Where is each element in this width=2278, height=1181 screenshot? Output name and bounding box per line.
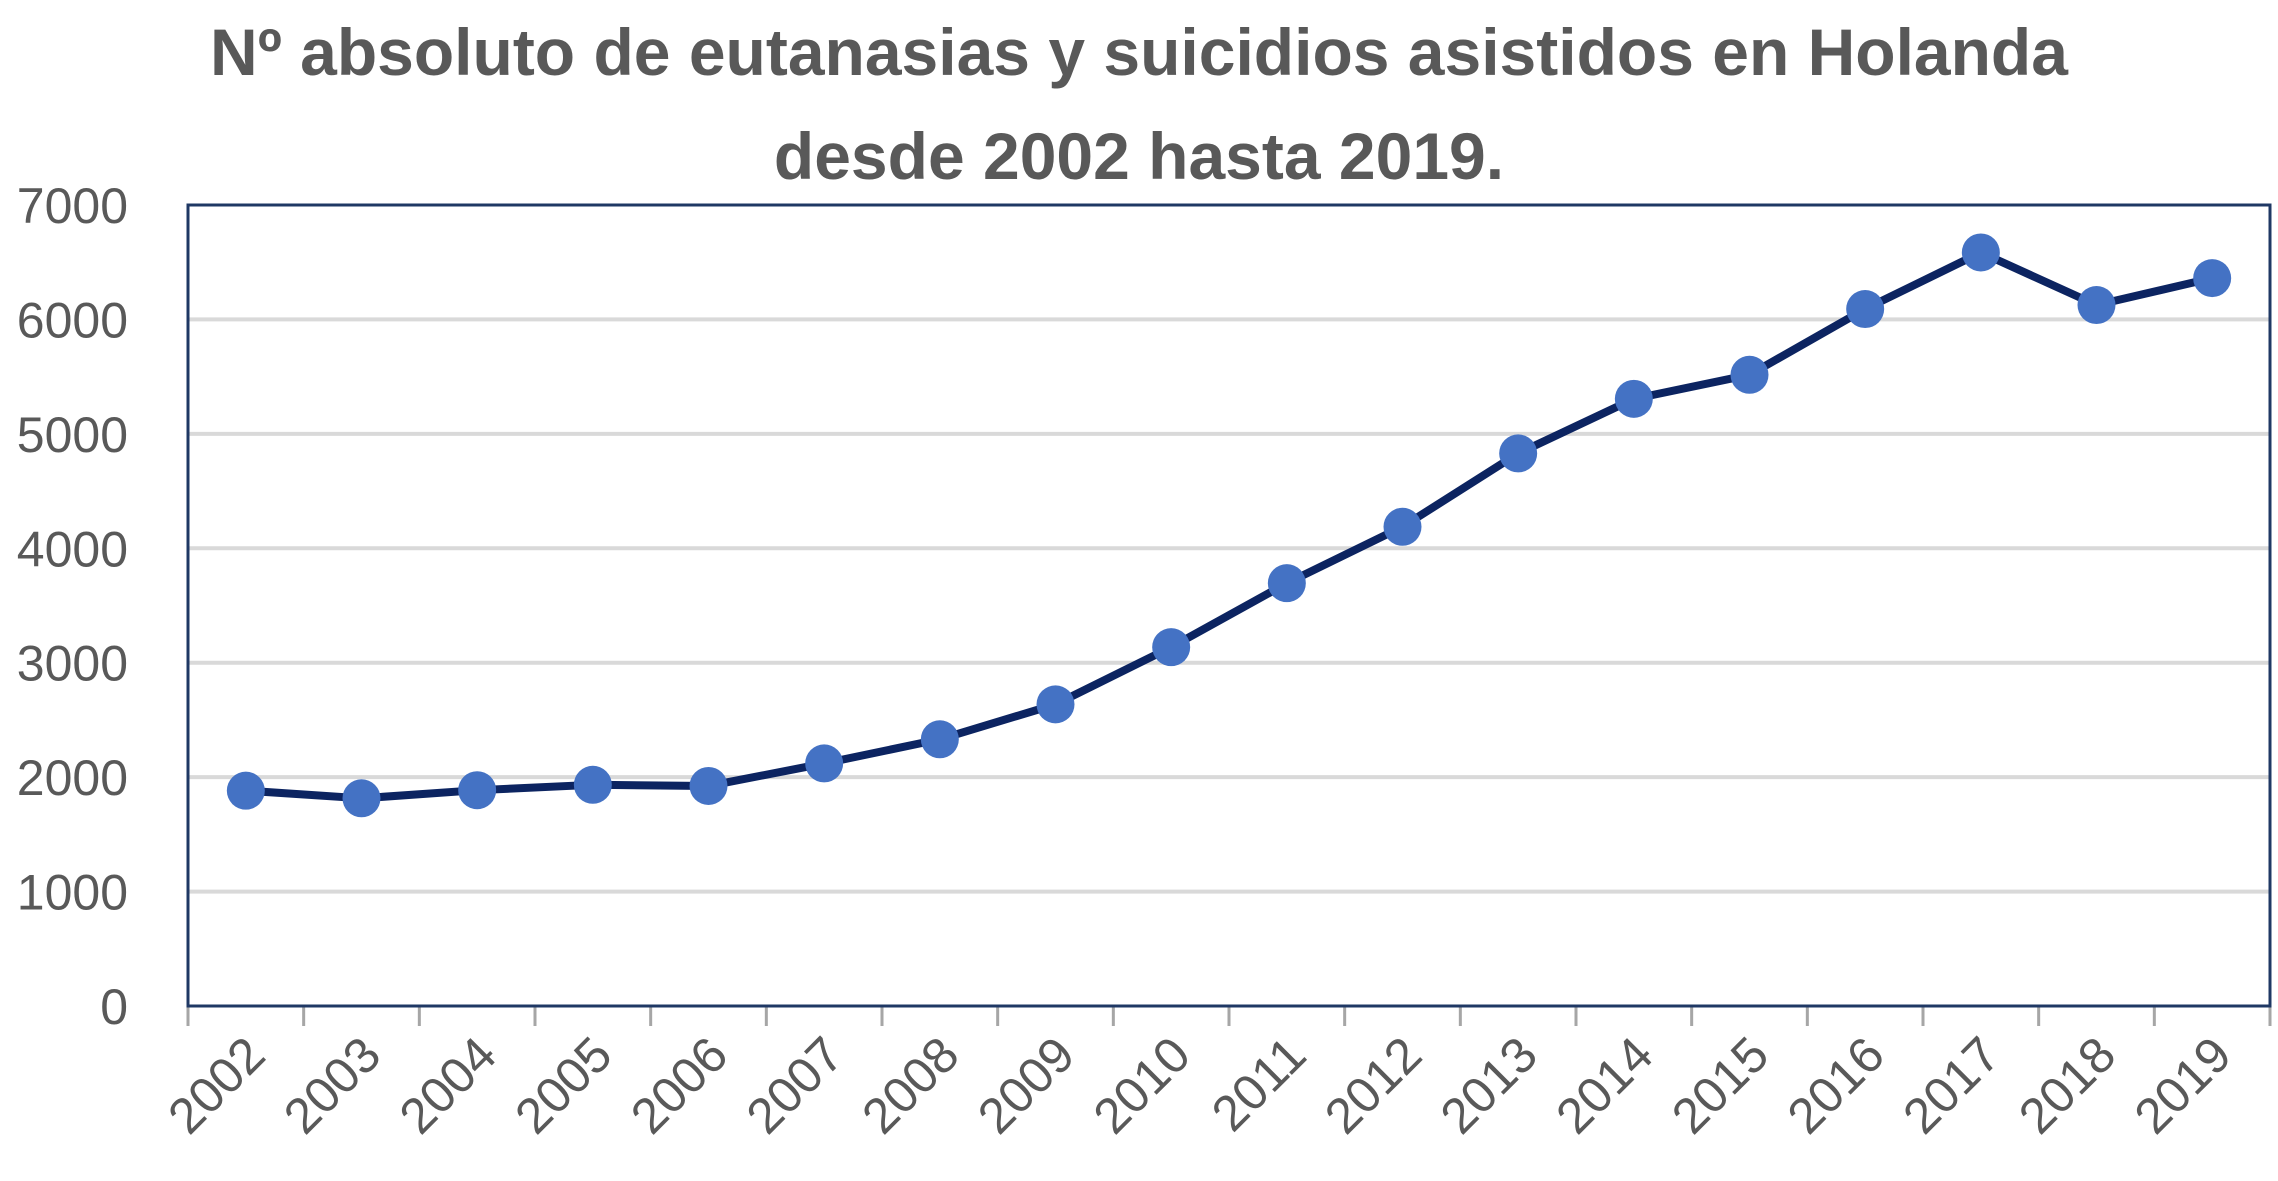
data-point [1036, 685, 1075, 724]
data-point [1267, 564, 1306, 603]
x-tick-label: 2002 [157, 1026, 275, 1144]
data-point [1614, 379, 1653, 418]
x-tick-label: 2011 [1201, 1026, 1317, 1142]
data-point [458, 771, 497, 810]
x-tick-label: 2012 [1314, 1026, 1432, 1144]
data-point [2193, 259, 2232, 298]
y-tick-label: 2000 [17, 750, 128, 806]
x-tick-label: 2017 [1892, 1026, 2010, 1144]
x-tick-label: 2004 [389, 1026, 507, 1144]
plot-border [186, 203, 2272, 1008]
y-tick-label: 6000 [17, 292, 128, 348]
y-tick-label: 3000 [17, 636, 128, 692]
data-point [342, 779, 381, 818]
x-tick-label: 2010 [1083, 1026, 1201, 1144]
chart-title-line-1: Nº absoluto de eutanasias y suicidios as… [210, 15, 2068, 89]
y-tick-label: 1000 [17, 865, 128, 921]
data-point [1499, 434, 1538, 473]
x-tick-label: 2013 [1430, 1026, 1548, 1144]
series-points [226, 233, 2232, 818]
data-point [1383, 507, 1422, 546]
data-point [573, 765, 612, 804]
data-point [920, 720, 959, 759]
data-point [1961, 233, 2000, 272]
data-point [1730, 355, 1769, 394]
x-tick-label: 2006 [620, 1026, 738, 1144]
x-tick-label: 2014 [1545, 1026, 1663, 1144]
x-tick-label: 2007 [736, 1026, 854, 1144]
x-tick-label: 2018 [2008, 1026, 2126, 1144]
data-point [689, 766, 728, 805]
y-tick-label: 0 [100, 979, 128, 1035]
y-tick-label: 7000 [17, 178, 128, 234]
series-line [245, 248, 2214, 803]
x-tick-label: 2008 [851, 1026, 969, 1144]
chart-title-line-2: desde 2002 hasta 2019. [773, 119, 1505, 193]
x-tick-label: 2015 [1661, 1026, 1779, 1144]
series-line-path [245, 248, 2214, 803]
x-tick-label: 2016 [1777, 1026, 1895, 1144]
grid-lines [188, 317, 2270, 894]
data-point [2077, 286, 2116, 325]
x-tick-label: 2009 [967, 1026, 1085, 1144]
x-tick-label: 2019 [2124, 1026, 2242, 1144]
data-point [805, 744, 844, 783]
data-point [1846, 290, 1885, 329]
y-tick-label: 5000 [17, 407, 128, 463]
chart-title: Nº absoluto de eutanasias y suicidios as… [0, 0, 2278, 208]
y-tick-label: 4000 [17, 521, 128, 577]
x-tick-label: 2005 [504, 1026, 622, 1144]
plot-frame [186, 203, 2272, 1008]
y-axis-ticks: 0 1000 2000 3000 4000 5000 6000 7000 [17, 178, 128, 1035]
data-point [1152, 628, 1191, 667]
data-point [226, 771, 265, 810]
x-tick-label: 2003 [273, 1026, 391, 1144]
